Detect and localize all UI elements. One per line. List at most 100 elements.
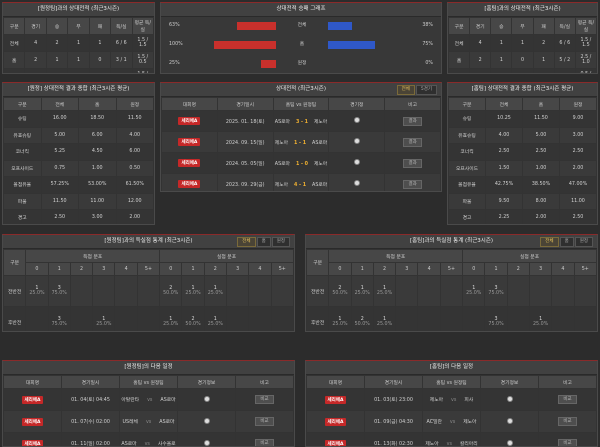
cell: 1 [490,51,513,69]
info-icon[interactable] [506,439,513,446]
tab[interactable]: 원정 [574,237,593,247]
info-icon[interactable] [506,417,513,424]
tab[interactable]: 전체 [540,237,559,247]
tab[interactable]: 전체 [237,237,256,247]
cell: 제노아 vs 피사 [422,388,481,411]
cell [248,275,272,307]
compare-button[interactable]: 비교 [558,439,577,446]
goal-count: 1 [539,317,543,322]
compare-button[interactable]: 비교 [255,395,274,404]
goal-pct: 25.0% [354,291,370,296]
table-row: 파울 11.50 11.00 12.00 [3,192,154,210]
cell: 18.50 [78,110,117,128]
goal-count: 2 [360,317,364,322]
goal-count: 1 [191,286,195,291]
cell: 제노아 vs 칼리아리 [422,432,481,446]
result-button[interactable]: 결과 [403,158,422,168]
info-icon[interactable] [506,395,513,402]
column-header: 경기정 [328,97,386,111]
column-header: 원정 [115,97,154,111]
next-away-panel: [원정팀]의 다음 일정 대회명 경기일시 홈팀 vs 원정팀 경기정보 비고 세리에A 01… [2,360,295,447]
bucket-header: 3 [225,262,250,276]
tab[interactable]: 원정 [271,237,290,247]
cell: 결과 [384,152,441,174]
column-header: 구분 [3,97,42,111]
home-team: AS로마 [274,119,290,125]
cell: 2025. 01. 18(토) [216,110,274,132]
title-text: [홈팀]의 다음 일정 [429,364,474,370]
info-icon[interactable] [203,395,210,402]
table-row: 후반전 1 25.0% 2 50.0% 1 25.0% 3 75.0% 1 25.0% [306,306,597,331]
cell: 1 [490,34,513,52]
cell: 6.00 [115,143,154,161]
cell: 비교 [538,410,597,433]
info-icon[interactable] [353,159,360,165]
result-button[interactable]: 결과 [403,116,422,126]
info-icon[interactable] [353,138,360,144]
panel-title: [원정팀]과의 득실점 통계 (최근3시즌) 전체 홈 원정 [3,235,294,249]
cell: 2.00 [559,159,597,177]
table-row: 원정20111 / 40.5 / 2.0 [448,68,597,73]
panel-title: [홈팀]과의 득실점 통계 (최근3시즌) 전체 홈 원정 [306,235,597,249]
cell: 2.5 / 1.0 [574,51,597,69]
tab[interactable]: 홈 [256,237,271,247]
away-team: AS로마 [312,182,328,188]
cell: 2024. 05. 05(일) [216,152,274,174]
cell: 38.50% [522,176,560,194]
cell: 1.5 / 0.5 [131,51,154,69]
result-button[interactable]: 결과 [403,137,422,147]
column-header: 득/실 [110,17,133,35]
tab[interactable]: 홈 [559,237,574,247]
table-row: 세리에A 01. 04(토) 04:45 아탈란타 vs AS로마 비교 [3,388,294,411]
result-button[interactable]: 결과 [403,179,422,189]
header-row: 구분 전체 홈 원정 [3,97,154,111]
info-icon[interactable] [353,117,360,123]
table-row: 파울 9.50 8.00 11.00 [448,192,597,210]
cell: 2.50 [559,209,597,224]
cell: 5.00 [522,126,560,144]
info-icon[interactable] [203,439,210,446]
column-header: 평균 득/실 [574,17,597,35]
goal-count: 1 [213,286,217,291]
table-row: 전반전 1 25.0% 3 75.0% 2 50.0% 1 25.0% 1 25.0% [3,275,294,307]
goal-pct: 25.0% [532,322,549,327]
column-header: 무 [67,17,90,35]
cell: 0 [511,51,534,69]
data-table: 구분 전체 홈 원정 슈팅 10.25 11.50 9.00 유효슈팅 4.00 5.00 3.00 코… [448,97,597,224]
cell: 2.50 [559,143,597,161]
cell: 세리에A [306,388,365,411]
away-team: 제노아 [463,420,477,425]
cell: 슈팅 [3,110,42,128]
competition-badge: 세리에A [21,417,44,426]
cell: 볼점유율 [3,176,42,194]
info-icon[interactable] [353,180,360,186]
column-header: 홈 [78,97,117,111]
info-icon[interactable] [203,417,210,424]
cell [506,275,530,307]
table-row: 세리에A 01. 07(수) 02:00 US레체 vs AS로마 비교 [3,410,294,433]
cell: 1 25.0% [203,306,227,331]
compare-button[interactable]: 비교 [255,439,274,446]
cell: 3.00 [78,209,117,224]
tab[interactable]: 전체 [396,85,415,95]
cell: 1 25.0% [159,306,183,331]
data-table: 대회명 경기일시 홈팀 vs 원정팀 경기정보 비고 세리에A 01. 03(토) 23:0… [306,375,597,446]
compare-button[interactable]: 비교 [255,417,274,426]
tab[interactable]: 5경기 [415,85,437,95]
bucket-header: 4 [114,262,138,276]
table-row: 유효슈팅 4.00 5.00 3.00 [448,126,597,144]
cell: 파울 [3,192,42,210]
header-row: 구분 경기 승 무 패 득/실 평균 득/실 [3,17,154,35]
home-bar [236,22,276,30]
compare-button[interactable]: 비교 [558,395,577,404]
bucket-header: 1 [47,262,71,276]
cell: 1 25.0% [181,275,205,307]
cell: 2 50.0% [159,275,183,307]
competition-badge: 세리에A [178,138,201,146]
cell: 홈 [3,51,26,69]
goal-pct: 50.0% [332,291,348,296]
compare-button[interactable]: 비교 [558,417,577,426]
column-header: 구분 [3,17,26,35]
cell: 세리에A [161,131,218,153]
